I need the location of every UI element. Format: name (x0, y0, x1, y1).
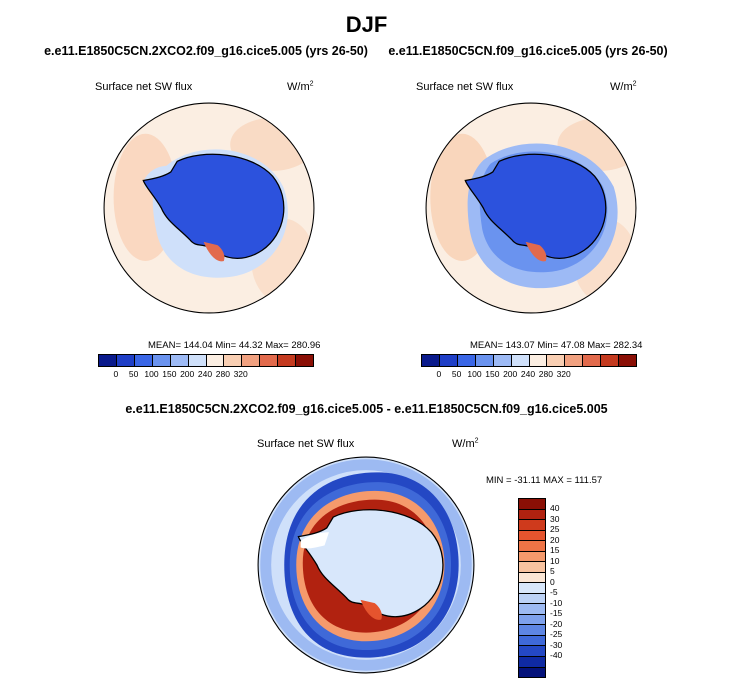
right-colorbar-swatch (493, 355, 512, 366)
left-panel-units: W/m2 (287, 80, 314, 93)
left-panel-case-title: e.e11.E1850C5CN.2XCO2.f09_g16.cice5.005 … (44, 44, 368, 58)
left-panel-variable-label: Surface net SW flux (95, 81, 193, 93)
diff-colorbar-tick-label: -20 (550, 618, 563, 629)
left-colorbar-swatch (99, 355, 117, 366)
diff-colorbar-swatch (519, 583, 545, 594)
diff-colorbar-swatch (519, 520, 545, 531)
diff-colorbar-tick-label: 25 (550, 524, 560, 535)
diff-panel-case-title: e.e11.E1850C5CN.2XCO2.f09_g16.cice5.005 … (125, 402, 608, 416)
left-colorbar (98, 354, 314, 367)
left-colorbar-tick-label: 0 (113, 369, 119, 379)
season-title: DJF (345, 12, 388, 37)
left-panel-stats: MEAN= 144.04 Min= 44.32 Max= 280.96 (148, 340, 321, 351)
diff-colorbar-tick-label: -25 (550, 629, 563, 640)
right-colorbar-swatch (619, 355, 637, 366)
right-panel-stats: MEAN= 143.07 Min= 47.08 Max= 282.34 (470, 340, 643, 351)
diff-colorbar-swatch (519, 530, 545, 542)
diff-colorbar-tick-label: 5 (550, 566, 555, 577)
left-colorbar-swatch (224, 355, 243, 366)
diff-panel-variable-label: Surface net SW flux (257, 438, 355, 450)
right-colorbar-tick-label: 240 (520, 369, 536, 379)
diff-colorbar-tick-label: 0 (550, 576, 555, 587)
diff-colorbar-tick-label: -5 (550, 587, 558, 598)
diff-colorbar-tick-label: -40 (550, 650, 563, 661)
diff-colorbar-swatch (519, 572, 545, 584)
left-colorbar-swatch (206, 355, 225, 366)
diff-colorbar-swatch (519, 646, 545, 657)
diff-colorbar-tick-label: -10 (550, 597, 563, 608)
left-colorbar-tick-label: 320 (233, 369, 248, 379)
diff-colorbar-swatch (519, 635, 545, 647)
diff-polar-map (257, 456, 475, 674)
diff-colorbar-swatch (519, 656, 545, 668)
diff-colorbar-swatch (519, 625, 545, 636)
right-panel-units: W/m2 (610, 80, 637, 93)
right-colorbar-tick-label: 100 (467, 369, 482, 379)
diff-colorbar-tick-label: 30 (550, 513, 560, 524)
diff-colorbar-swatch (519, 604, 545, 615)
right-colorbar-tick-label: 0 (436, 369, 442, 379)
left-colorbar-swatch (152, 355, 171, 366)
diff-colorbar-swatch (519, 499, 545, 510)
diff-colorbar-swatch (519, 614, 545, 626)
left-colorbar-tick-label: 50 (128, 369, 139, 379)
left-colorbar-tick-label: 100 (144, 369, 159, 379)
right-colorbar-swatch (475, 355, 494, 366)
right-colorbar-tick-label: 200 (503, 369, 518, 379)
left-colorbar-swatch (260, 355, 279, 366)
diff-panel-stats: MIN = -31.11 MAX = 111.57 (486, 475, 603, 486)
left-colorbar-ticks: 0 50 100 150 200 240 280 320 (98, 369, 312, 381)
right-colorbar-swatch (422, 355, 440, 366)
right-colorbar-swatch (547, 355, 566, 366)
diff-colorbar-swatch (519, 667, 545, 678)
diff-colorbar-tick-label: -30 (550, 639, 563, 650)
right-panel-case-title: e.e11.E1850C5CN.f09_g16.cice5.005 (yrs 2… (388, 44, 668, 58)
left-colorbar-tick-label: 280 (215, 369, 230, 379)
diff-colorbar-swatch (519, 509, 545, 521)
diff-colorbar (518, 498, 546, 678)
right-colorbar-swatch (529, 355, 548, 366)
right-colorbar (421, 354, 637, 367)
right-colorbar-tick-label: 150 (485, 369, 500, 379)
right-colorbar-swatch (565, 355, 584, 366)
diff-colorbar-tick-label: -15 (550, 608, 563, 619)
left-colorbar-swatch (242, 355, 261, 366)
right-polar-map (425, 102, 637, 314)
left-colorbar-swatch (278, 355, 297, 366)
diff-colorbar-tick-label: 40 (550, 503, 560, 514)
right-colorbar-tick-label: 280 (538, 369, 553, 379)
left-colorbar-tick-label: 240 (197, 369, 213, 379)
diff-panel-units: W/m2 (452, 437, 479, 450)
diff-colorbar-swatch (519, 562, 545, 573)
diff-colorbar-tick-label: 15 (550, 545, 560, 556)
right-colorbar-swatch (583, 355, 602, 366)
diff-colorbar-swatch (519, 593, 545, 605)
right-colorbar-tick-label: 50 (451, 369, 462, 379)
right-colorbar-ticks: 0 50 100 150 200 240 280 320 (421, 369, 635, 381)
left-colorbar-swatch (296, 355, 314, 366)
left-colorbar-swatch (188, 355, 207, 366)
left-colorbar-tick-label: 200 (180, 369, 195, 379)
diff-colorbar-tick-label: 20 (550, 534, 560, 545)
left-colorbar-swatch (116, 355, 135, 366)
right-colorbar-swatch (457, 355, 476, 366)
left-colorbar-tick-label: 150 (162, 369, 177, 379)
diff-colorbar-tick-label: 10 (550, 555, 560, 566)
right-colorbar-swatch (439, 355, 458, 366)
diff-colorbar-swatch (519, 551, 545, 563)
right-colorbar-swatch (601, 355, 620, 366)
left-colorbar-swatch (170, 355, 189, 366)
right-colorbar-swatch (511, 355, 530, 366)
right-panel-variable-label: Surface net SW flux (416, 81, 514, 93)
left-polar-map (103, 102, 315, 314)
diff-colorbar-swatch (519, 541, 545, 552)
left-colorbar-swatch (134, 355, 153, 366)
right-colorbar-tick-label: 320 (556, 369, 571, 379)
